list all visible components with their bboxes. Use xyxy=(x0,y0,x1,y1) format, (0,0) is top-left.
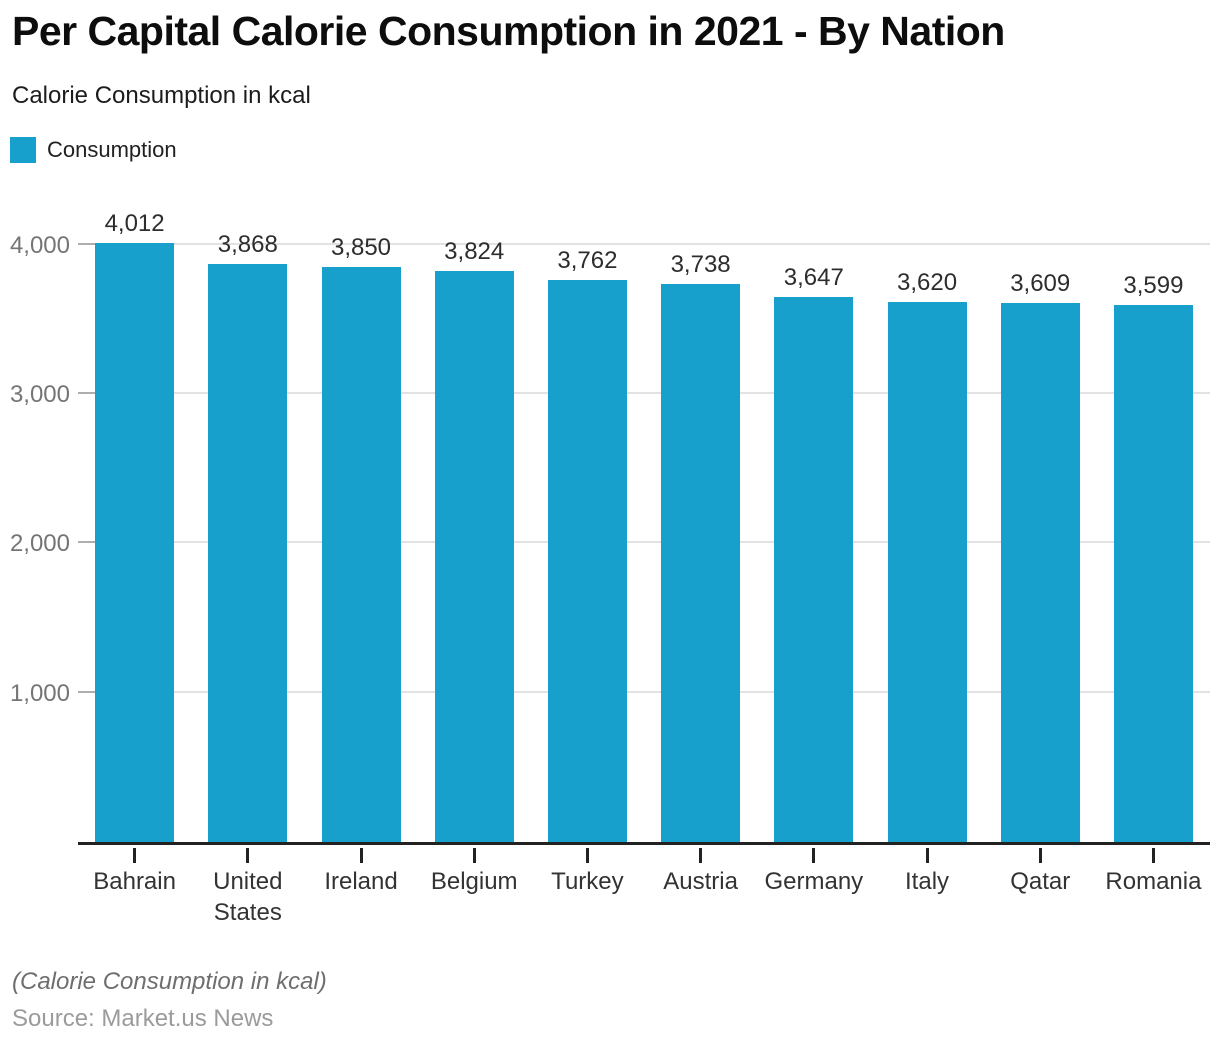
bar-slot-qatar: 3,609 xyxy=(984,200,1097,842)
x-axis-label: Ireland xyxy=(324,868,398,895)
bar-value-label: 3,647 xyxy=(783,264,844,291)
x-tick-slot xyxy=(531,848,644,863)
bar-slot-italy: 3,620 xyxy=(870,200,983,842)
bar[interactable] xyxy=(95,243,175,842)
y-axis-tick-label: 4,000 xyxy=(9,232,70,259)
x-axis-label: Qatar xyxy=(1010,868,1071,895)
bar-slot-austria: 3,738 xyxy=(644,200,757,842)
bar-value-label: 3,850 xyxy=(330,234,392,261)
x-tick-mark xyxy=(246,848,250,863)
x-axis-label: Romania xyxy=(1105,868,1202,895)
bar-value-label: 3,609 xyxy=(1010,270,1071,297)
bar-value-label: 4,012 xyxy=(104,210,165,237)
x-tick-mark xyxy=(1151,848,1155,863)
bar-slot-germany: 3,647 xyxy=(757,200,870,842)
bar-value-label: 3,599 xyxy=(1123,272,1184,299)
y-axis-tick-label: 3,000 xyxy=(9,381,70,408)
x-axis-label: Turkey xyxy=(551,868,624,895)
plot-area: 4,012 3,868 3,850 3,824 3,762 3,738 3,647 3,620… xyxy=(78,200,1210,845)
gridline xyxy=(78,392,1210,394)
bar[interactable] xyxy=(887,302,967,842)
bar-value-label: 3,868 xyxy=(217,231,278,258)
gridline xyxy=(78,243,1210,245)
y-tick-mark xyxy=(78,541,98,543)
x-tick-mark xyxy=(472,848,476,863)
legend[interactable]: Consumption xyxy=(10,137,177,163)
x-tick-slot xyxy=(304,848,417,863)
y-tick-mark xyxy=(78,392,98,394)
x-tick-slot xyxy=(644,848,757,863)
bar[interactable] xyxy=(1000,303,1080,842)
chart-subtitle: Calorie Consumption in kcal xyxy=(12,82,311,109)
bar[interactable] xyxy=(547,280,627,842)
x-axis-ticks xyxy=(78,848,1210,863)
y-axis-labels: 1,000 2,000 3,000 4,000 xyxy=(0,200,70,845)
bar-slot-bahrain: 4,012 xyxy=(78,200,191,842)
x-tick-slot xyxy=(757,848,870,863)
x-axis-label: Austria xyxy=(663,868,738,895)
x-axis-label: Belgium xyxy=(430,868,518,895)
bar[interactable] xyxy=(1113,305,1193,842)
y-axis-tick-label: 1,000 xyxy=(9,680,70,707)
bar[interactable] xyxy=(661,284,741,842)
y-tick-mark xyxy=(78,243,98,245)
bar[interactable] xyxy=(434,271,514,842)
bar-slot-united-states: 3,868 xyxy=(191,200,304,842)
x-axis-label: Italy xyxy=(905,868,950,895)
x-axis-label: Bahrain xyxy=(93,868,176,895)
x-tick-mark xyxy=(359,848,363,863)
x-axis-label: United States xyxy=(213,868,283,927)
legend-swatch-icon xyxy=(10,137,36,163)
x-tick-mark xyxy=(812,848,816,863)
bar-slot-romania: 3,599 xyxy=(1097,200,1210,842)
bar[interactable] xyxy=(774,297,854,842)
gridline xyxy=(78,691,1210,693)
x-tick-slot xyxy=(1097,848,1210,863)
x-tick-mark xyxy=(133,848,137,863)
bar-value-label: 3,620 xyxy=(896,269,958,296)
source-text: Source: Market.us News xyxy=(12,1005,274,1032)
x-axis-label: Germany xyxy=(764,868,864,895)
bar-series: 4,012 3,868 3,850 3,824 3,762 3,738 3,647 3,620… xyxy=(78,200,1210,842)
x-tick-slot xyxy=(191,848,304,863)
x-tick-mark xyxy=(585,848,589,863)
chart-title: Per Capital Calorie Consumption in 2021 … xyxy=(12,8,1005,54)
x-tick-slot xyxy=(870,848,983,863)
x-tick-slot xyxy=(418,848,531,863)
bar-value-label: 3,738 xyxy=(670,251,731,278)
x-tick-mark xyxy=(699,848,703,863)
bar-slot-ireland: 3,850 xyxy=(304,200,417,842)
bar-slot-belgium: 3,824 xyxy=(418,200,531,842)
x-tick-slot xyxy=(984,848,1097,863)
x-tick-mark xyxy=(1038,848,1042,863)
bar-value-label: 3,824 xyxy=(444,238,505,265)
gridline xyxy=(78,541,1210,543)
y-tick-mark xyxy=(78,691,98,693)
bar-slot-turkey: 3,762 xyxy=(531,200,644,842)
bar[interactable] xyxy=(208,264,288,842)
x-tick-slot xyxy=(78,848,191,863)
y-axis-tick-label: 2,000 xyxy=(9,530,70,557)
footnote: (Calorie Consumption in kcal) xyxy=(12,968,327,995)
x-axis-labels: Bahrain United States Ireland Belgium Turkey… xyxy=(78,866,1210,928)
bar-value-label: 3,762 xyxy=(557,247,618,274)
x-tick-mark xyxy=(925,848,929,863)
legend-label-consumption: Consumption xyxy=(47,137,177,162)
bar[interactable] xyxy=(321,267,401,842)
